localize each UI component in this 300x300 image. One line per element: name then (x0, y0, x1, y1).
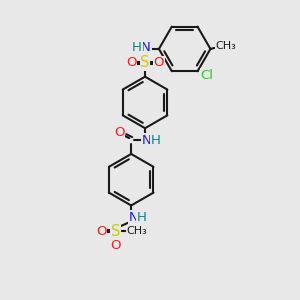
Text: CH₃: CH₃ (127, 226, 148, 236)
Text: O: O (110, 238, 121, 252)
Text: S: S (140, 55, 150, 70)
Text: H: H (151, 134, 161, 147)
Text: H: H (132, 41, 142, 55)
Text: H: H (137, 211, 147, 224)
Text: O: O (154, 56, 164, 69)
Text: O: O (126, 56, 136, 69)
Text: CH₃: CH₃ (215, 41, 236, 51)
Text: S: S (111, 224, 120, 239)
Text: O: O (114, 126, 124, 139)
Text: N: N (141, 41, 151, 55)
Text: N: N (128, 211, 138, 224)
Text: O: O (96, 225, 107, 238)
Text: Cl: Cl (200, 69, 214, 82)
Text: N: N (142, 134, 152, 147)
